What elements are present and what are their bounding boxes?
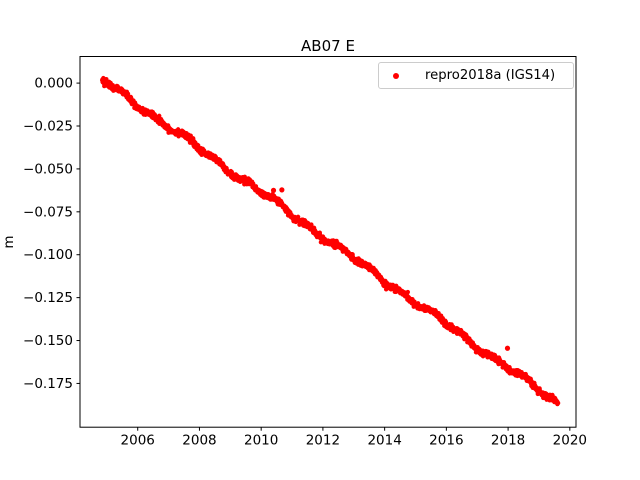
y-tick-label: −0.050	[23, 161, 73, 177]
y-tick-label: 0.000	[34, 76, 73, 92]
y-tick-label: −0.150	[23, 333, 73, 349]
y-tick-label: −0.075	[23, 204, 73, 220]
chart-title: AB07 E	[301, 37, 355, 55]
x-tick-label: 2008	[182, 433, 216, 449]
x-tick-label: 2014	[367, 433, 401, 449]
x-tick-label: 2020	[553, 433, 587, 449]
y-tick-label: −0.175	[23, 376, 73, 392]
axis-tick-labels: 2006 2008 2010 2012 2014 2016 2018 2020 0.000 −0.…	[23, 76, 587, 449]
legend-point-icon	[393, 72, 399, 79]
scatter-points	[100, 75, 561, 407]
y-tick-label: −0.125	[23, 290, 73, 306]
axes-frame	[79, 56, 577, 428]
x-tick-label: 2010	[244, 433, 278, 449]
x-tick-label: 2006	[121, 433, 155, 449]
legend-label: repro2018a (IGS14)	[425, 68, 556, 83]
y-tick-label: −0.100	[23, 247, 73, 263]
x-tick-label: 2018	[491, 433, 525, 449]
legend: repro2018a (IGS14)	[378, 62, 574, 89]
y-tick-label: −0.025	[23, 119, 73, 135]
y-axis-label: m	[1, 235, 17, 249]
x-tick-label: 2016	[429, 433, 463, 449]
x-tick-label: 2012	[306, 433, 340, 449]
axis-ticks	[76, 82, 571, 431]
